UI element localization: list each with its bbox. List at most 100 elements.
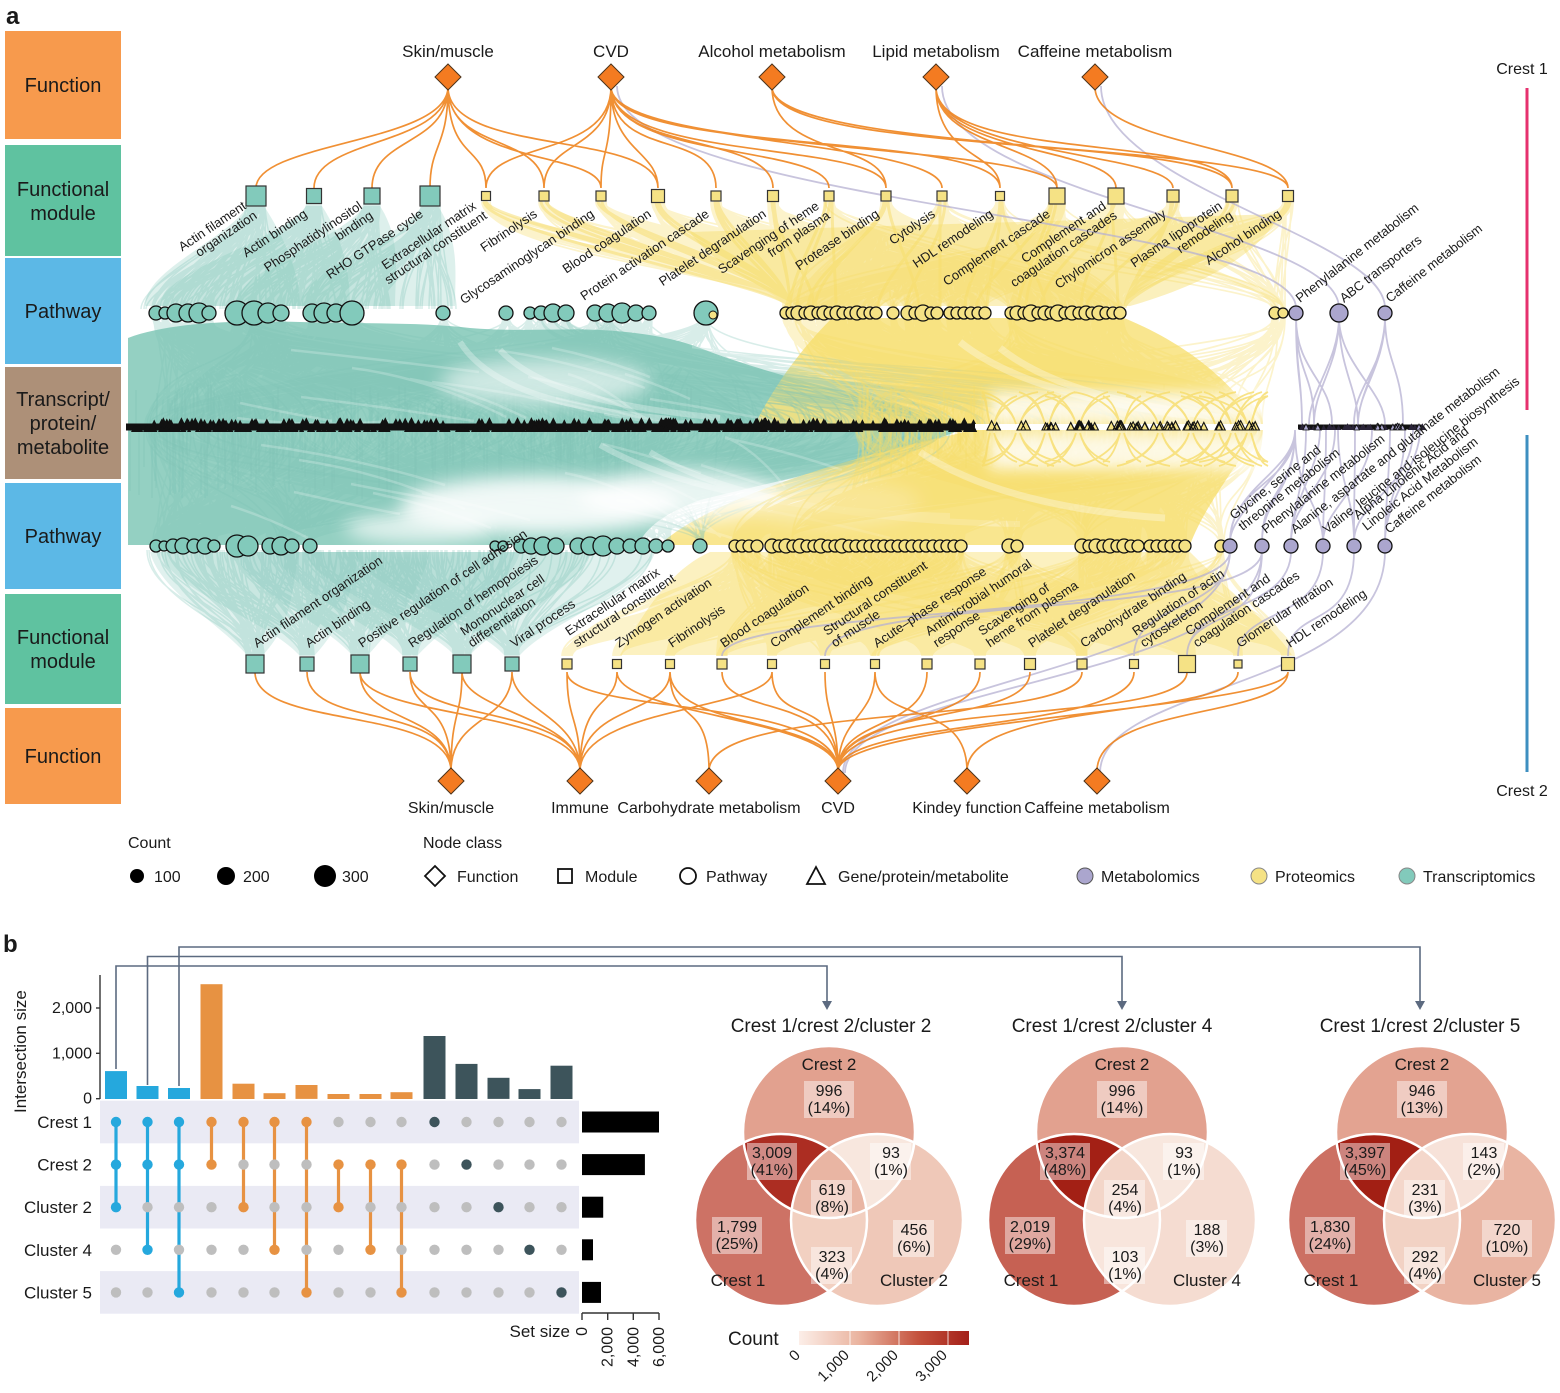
svg-text:Pathway: Pathway	[25, 526, 102, 548]
svg-text:4,000: 4,000	[625, 1327, 642, 1367]
svg-text:Pathway: Pathway	[25, 301, 102, 323]
svg-text:Count: Count	[128, 835, 171, 852]
svg-text:Cluster 5: Cluster 5	[24, 1283, 92, 1302]
svg-text:Functional: Functional	[17, 179, 109, 201]
svg-text:Crest 2: Crest 2	[802, 1055, 857, 1074]
svg-text:(6%): (6%)	[897, 1239, 931, 1256]
svg-text:2,019: 2,019	[1010, 1219, 1050, 1236]
svg-text:(1%): (1%)	[874, 1162, 908, 1179]
svg-text:protein/: protein/	[30, 413, 97, 435]
svg-text:(14%): (14%)	[808, 1100, 851, 1117]
svg-text:Proteomics: Proteomics	[1275, 869, 1355, 886]
svg-text:(1%): (1%)	[1108, 1266, 1142, 1283]
svg-text:(1%): (1%)	[1167, 1162, 1201, 1179]
svg-text:Caffeine metabolism: Caffeine metabolism	[1018, 42, 1173, 61]
svg-text:(2%): (2%)	[1467, 1162, 1501, 1179]
svg-text:996: 996	[816, 1083, 843, 1100]
svg-text:619: 619	[819, 1182, 846, 1199]
svg-text:Cluster 4: Cluster 4	[1173, 1271, 1241, 1290]
svg-text:996: 996	[1109, 1083, 1136, 1100]
svg-text:a: a	[6, 3, 20, 30]
svg-text:b: b	[3, 931, 18, 958]
svg-text:143: 143	[1471, 1145, 1498, 1162]
svg-text:93: 93	[1175, 1145, 1193, 1162]
svg-text:Crest 1/crest 2/cluster 5: Crest 1/crest 2/cluster 5	[1320, 1016, 1521, 1037]
svg-text:Kindey function: Kindey function	[912, 800, 1021, 817]
svg-text:1,000: 1,000	[52, 1045, 92, 1062]
svg-text:(4%): (4%)	[815, 1266, 849, 1283]
svg-text:3,397: 3,397	[1345, 1145, 1385, 1162]
svg-text:200: 200	[243, 869, 270, 886]
svg-text:(4%): (4%)	[1408, 1266, 1442, 1283]
svg-text:93: 93	[882, 1145, 900, 1162]
svg-text:(24%): (24%)	[1309, 1236, 1352, 1253]
svg-text:2,000: 2,000	[600, 1327, 617, 1367]
svg-text:Count: Count	[728, 1329, 779, 1350]
svg-text:Crest 2: Crest 2	[37, 1156, 92, 1175]
svg-text:(29%): (29%)	[1009, 1236, 1052, 1253]
svg-text:Transcript/: Transcript/	[16, 389, 110, 411]
svg-text:Module: Module	[585, 869, 638, 886]
svg-text:1,799: 1,799	[717, 1219, 757, 1236]
svg-text:module: module	[30, 651, 96, 673]
svg-text:Cluster 5: Cluster 5	[1473, 1271, 1541, 1290]
svg-text:Alcohol metabolism: Alcohol metabolism	[698, 42, 845, 61]
svg-text:0: 0	[574, 1327, 591, 1336]
svg-text:Pathway: Pathway	[706, 869, 767, 886]
svg-text:254: 254	[1112, 1182, 1139, 1199]
svg-text:(48%): (48%)	[1044, 1162, 1087, 1179]
svg-text:Function: Function	[25, 746, 102, 768]
svg-text:Crest 1: Crest 1	[37, 1113, 92, 1132]
svg-text:Cluster 2: Cluster 2	[24, 1198, 92, 1217]
svg-text:323: 323	[819, 1249, 846, 1266]
svg-text:188: 188	[1194, 1222, 1221, 1239]
svg-text:Transcriptomics: Transcriptomics	[1423, 869, 1535, 886]
svg-text:Function: Function	[25, 75, 102, 97]
svg-text:Functional: Functional	[17, 627, 109, 649]
svg-text:(4%): (4%)	[1108, 1199, 1142, 1216]
svg-text:Crest 1/crest 2/cluster 2: Crest 1/crest 2/cluster 2	[731, 1016, 932, 1037]
svg-text:946: 946	[1409, 1083, 1436, 1100]
svg-text:1,830: 1,830	[1310, 1219, 1350, 1236]
svg-text:Function: Function	[457, 869, 518, 886]
svg-text:Crest 1: Crest 1	[1304, 1271, 1359, 1290]
svg-text:Crest 1: Crest 1	[711, 1271, 766, 1290]
svg-text:Crest 1: Crest 1	[1496, 61, 1548, 78]
svg-text:456: 456	[901, 1222, 928, 1239]
svg-text:(13%): (13%)	[1401, 1100, 1444, 1117]
svg-text:module: module	[30, 203, 96, 225]
svg-text:Gene/protein/metabolite: Gene/protein/metabolite	[838, 869, 1009, 886]
svg-text:720: 720	[1494, 1222, 1521, 1239]
svg-text:100: 100	[154, 869, 181, 886]
svg-text:Skin/muscle: Skin/muscle	[402, 42, 494, 61]
svg-text:Crest 2: Crest 2	[1095, 1055, 1150, 1074]
svg-text:(10%): (10%)	[1486, 1239, 1529, 1256]
svg-text:metabolite: metabolite	[17, 437, 109, 459]
svg-text:(3%): (3%)	[1190, 1239, 1224, 1256]
svg-text:Metabolomics: Metabolomics	[1101, 869, 1200, 886]
svg-text:(41%): (41%)	[751, 1162, 794, 1179]
svg-text:300: 300	[342, 869, 369, 886]
svg-text:(3%): (3%)	[1408, 1199, 1442, 1216]
svg-text:Crest 2: Crest 2	[1496, 783, 1548, 800]
svg-text:Node class: Node class	[423, 835, 502, 852]
svg-text:Intersection size: Intersection size	[11, 990, 30, 1113]
svg-text:3,009: 3,009	[752, 1145, 792, 1162]
svg-text:Cluster 4: Cluster 4	[24, 1241, 92, 1260]
svg-text:Cluster 2: Cluster 2	[880, 1271, 948, 1290]
svg-text:2,000: 2,000	[52, 1000, 92, 1017]
svg-text:Lipid metabolism: Lipid metabolism	[872, 42, 1000, 61]
svg-text:292: 292	[1412, 1249, 1439, 1266]
svg-text:Crest 2: Crest 2	[1395, 1055, 1450, 1074]
svg-text:(14%): (14%)	[1101, 1100, 1144, 1117]
svg-text:(45%): (45%)	[1344, 1162, 1387, 1179]
svg-text:Caffeine metabolism: Caffeine metabolism	[1024, 800, 1170, 817]
svg-text:Skin/muscle: Skin/muscle	[408, 800, 494, 817]
svg-text:0: 0	[83, 1091, 92, 1108]
svg-text:231: 231	[1412, 1182, 1439, 1199]
svg-text:Crest 1/crest 2/cluster 4: Crest 1/crest 2/cluster 4	[1012, 1016, 1213, 1037]
svg-text:(8%): (8%)	[815, 1199, 849, 1216]
svg-text:Immune: Immune	[551, 800, 609, 817]
svg-text:(25%): (25%)	[716, 1236, 759, 1253]
svg-text:3,374: 3,374	[1045, 1145, 1085, 1162]
